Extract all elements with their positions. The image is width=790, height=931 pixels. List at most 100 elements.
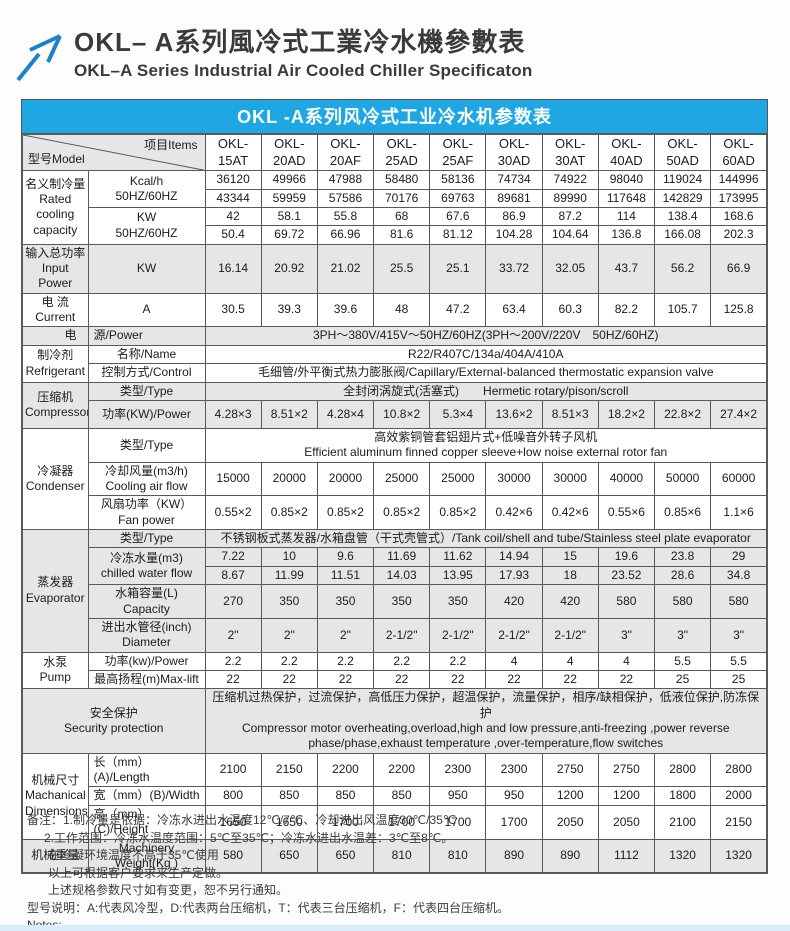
value-cell: 1700: [373, 804, 431, 840]
value-cell: 2-1/2": [485, 617, 543, 653]
value-cell: 0.85×2: [316, 495, 375, 531]
note-line: 在冷凝环境温度不高于35℃使用: [48, 848, 219, 862]
value-cell: 15000: [204, 461, 262, 497]
value-cell: 22: [429, 669, 487, 690]
value-cell: 49966: [260, 170, 318, 190]
value-cell: 11.99: [260, 565, 318, 586]
value-cell: 2000: [710, 786, 768, 806]
bottom-strip: [0, 925, 790, 931]
value-cell: 87.2: [541, 206, 599, 227]
value-cell: 2-1/2": [373, 617, 431, 653]
value-cell: 18: [541, 565, 599, 586]
value-cell: 1650: [260, 804, 318, 840]
span-value: 毛细管/外平衡式热力膨胀阀/Capillary/External-balance…: [204, 363, 768, 383]
value-cell: 17.93: [485, 565, 543, 586]
page-header: OKL– A系列風冷式工業冷水機參數表 OKL–A Series Industr…: [14, 27, 532, 88]
model-header-cell: OKL- 40AD: [597, 133, 656, 172]
value-cell: 168.6: [710, 206, 768, 227]
table-row: 50.4 69.72 66.96 81.6 81.12 104.28 104.64 136.8…: [22, 225, 768, 245]
value-cell: 60000: [710, 461, 768, 497]
title-block: OKL– A系列風冷式工業冷水機參數表 OKL–A Series Industr…: [74, 27, 532, 81]
value-cell: 22: [204, 669, 262, 690]
section-label: 机械尺寸 Machanical Dimensions: [21, 752, 89, 840]
value-cell: 50.4: [204, 225, 262, 245]
value-cell: 0.55×6: [597, 495, 656, 531]
value-cell: 2800: [653, 752, 712, 788]
value-cell: 22: [373, 669, 431, 690]
note-line: 2.工作范围：冷冻水温度范围：5℃至35℃；冷冻水进出水温差：3℃至8℃。: [44, 830, 454, 845]
section-label: 制冷剂 Refrigerant: [21, 344, 89, 383]
table-row: 8.67 11.99 11.51 14.03 13.95 17.93 18 23.52 28.6…: [22, 565, 768, 586]
value-cell: 950: [485, 786, 543, 806]
section-label: 机械重量: [21, 838, 89, 874]
value-cell: 580: [653, 584, 712, 619]
value-cell: 850: [260, 786, 318, 806]
table-row: 控制方式/Control 毛细管/外平衡式热力膨胀阀/Capillary/Exte…: [22, 363, 768, 383]
value-cell: 58480: [373, 170, 431, 190]
row-label: 冷冻水量(m3) chilled water flow: [87, 547, 206, 586]
row-label: KW: [87, 243, 206, 294]
value-cell: 47.2: [429, 292, 487, 328]
value-cell: 2.2: [316, 651, 375, 671]
value-cell: 30000: [485, 461, 543, 497]
span-value: 高效紫铜管套铝翅片式+低噪音外转子风机 Efficient aluminum f…: [204, 427, 768, 463]
value-cell: 1320: [653, 838, 712, 874]
value-cell: 800: [204, 786, 262, 806]
span-value: 3PH～380V/415V～50HZ/60HZ(3PH～200V/220V 50…: [204, 326, 768, 346]
row-label: 类型/Type: [87, 427, 206, 463]
model-header-cell: OKL- 25AD: [373, 133, 431, 172]
table-row: 机械重量 Machinery Weight(Kg ) 580 650 650 810 810…: [21, 838, 768, 874]
value-cell: 68: [373, 206, 431, 227]
table-row: 宽（mm）(B)/Width 800 850 850 850 950 950 1200 1200…: [22, 786, 768, 806]
value-cell: 30000: [541, 461, 599, 497]
row-label: 宽（mm）(B)/Width: [87, 786, 206, 806]
value-cell: 142829: [653, 188, 712, 208]
value-cell: 580: [710, 584, 768, 619]
value-cell: 173995: [710, 188, 768, 208]
row-label: 长（mm）(A)/Length: [87, 752, 206, 788]
value-cell: 8.51×3: [541, 399, 599, 429]
value-cell: 19.6: [597, 547, 656, 567]
row-label: 最高扬程(m)Max-lift: [87, 669, 206, 690]
value-cell: 144996: [710, 170, 768, 190]
value-cell: 69763: [429, 188, 487, 208]
value-cell: 125.8: [710, 292, 768, 328]
value-cell: 2200: [316, 752, 375, 788]
section-label: 输入总功率 Input Power: [21, 243, 89, 294]
value-cell: 48: [373, 292, 431, 328]
value-cell: 202.3: [710, 225, 768, 245]
row-label: 冷却风量(m3/h) Cooling air flow: [87, 461, 206, 497]
table-row: 冷却风量(m3/h) Cooling air flow 15000 20000 200…: [22, 461, 768, 497]
value-cell: 23.8: [653, 547, 712, 567]
model-header-cell: OKL- 50AD: [653, 133, 712, 172]
corner-cell: 型号Model 项目Items: [21, 133, 206, 172]
spec-table-section: OKL -A系列风冷式工业冷水机参数表 型号Model 项目Items OKL- 1…: [21, 99, 768, 875]
value-cell: 23.52: [597, 565, 656, 586]
value-cell: 57586: [316, 188, 375, 208]
span-value: 全封闭涡旋式(活塞式) Hermetic rotary/pison/scroll: [204, 381, 768, 401]
value-cell: 25000: [429, 461, 487, 497]
value-cell: 22.8×2: [653, 399, 712, 429]
table-row: 功率(KW)/Power 4.28×3 8.51×2 4.28×4 10.8×2 5.3×…: [22, 399, 768, 429]
table-row: 冷冻水量(m3) chilled water flow 7.22 10 9.6 11.6…: [22, 547, 768, 586]
value-cell: 33.72: [485, 243, 543, 294]
table-row: 43344 59959 57586 70176 69763 89681 89990 11764…: [22, 188, 768, 208]
value-cell: 20000: [316, 461, 375, 497]
table-row: 水泵 Pump 功率(kw)/Power 2.2 2.2 2.2 2.2 2.2 4 4 4 5.5…: [21, 651, 768, 690]
value-cell: 9.6: [316, 547, 375, 567]
value-cell: 66.9: [710, 243, 768, 294]
value-cell: 89681: [485, 188, 543, 208]
value-cell: 3": [653, 617, 712, 653]
value-cell: 30.5: [204, 292, 262, 328]
value-cell: 11.62: [429, 547, 487, 567]
value-cell: 60.3: [541, 292, 599, 328]
value-cell: 10.8×2: [373, 399, 431, 429]
value-cell: 420: [541, 584, 599, 619]
value-cell: 2.2: [204, 651, 262, 671]
value-cell: 4: [541, 651, 599, 671]
table-row: 蒸发器 Evaporator 类型/Type 不锈钢板式蒸发器/水箱盘管（干式壳管式…: [21, 529, 768, 653]
value-cell: 138.4: [653, 206, 712, 227]
table-title: OKL -A系列风冷式工业冷水机参数表: [21, 99, 768, 133]
value-cell: 32.05: [541, 243, 599, 294]
